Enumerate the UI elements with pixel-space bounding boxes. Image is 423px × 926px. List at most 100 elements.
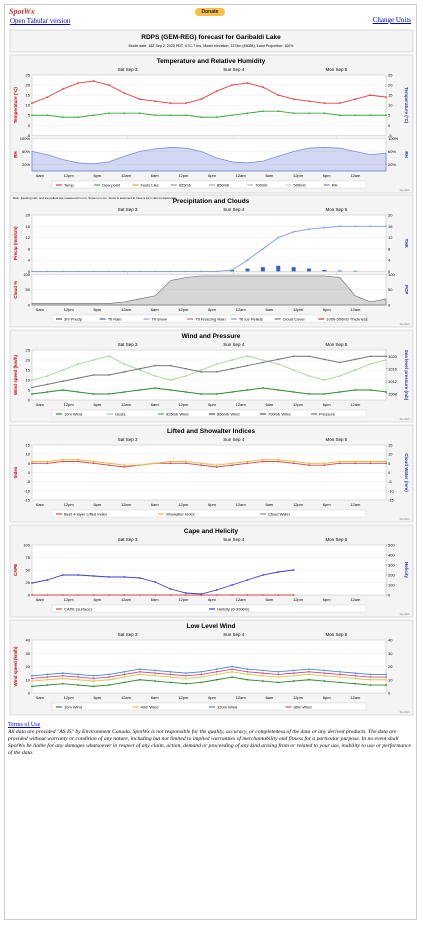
point (138, 369, 141, 371)
point (31, 582, 33, 584)
legend-label: 80m Wind (294, 705, 312, 710)
point (385, 359, 387, 361)
y-tick-label: 50 (26, 568, 31, 573)
point (354, 682, 357, 685)
point (31, 379, 33, 381)
legend-label: Dew point (102, 183, 121, 188)
day-label: Sat Sep 3 (118, 632, 138, 637)
y2-tick-label: 1008 (388, 391, 398, 396)
logo[interactable]: SpotWx (9, 7, 35, 16)
line (31, 668, 386, 679)
bar (245, 268, 250, 272)
y2-tick-label: 20 (388, 213, 393, 218)
y-axis-label: Precip (mm/cm) (13, 226, 18, 260)
point (385, 673, 387, 676)
x-tick-label: 12am (121, 173, 132, 178)
x-tick-label: 6am (36, 502, 44, 507)
point (385, 676, 387, 678)
x-tick-label: 6pm (323, 173, 331, 178)
point (308, 462, 310, 465)
point (215, 90, 218, 92)
x-tick-label: 6am (265, 173, 273, 178)
y2-axis-label: RH (404, 151, 409, 158)
point (123, 466, 126, 468)
y2-tick-label: 0 (388, 269, 391, 274)
legend-label: Pressure (319, 412, 336, 417)
y2-tick-label: 16 (388, 224, 393, 229)
bar (307, 268, 312, 272)
point (385, 355, 387, 358)
tabular-link[interactable]: Open Tabular version (10, 17, 71, 25)
point (154, 680, 157, 682)
point (246, 259, 249, 262)
y-axis-label: Temperature (°C) (13, 87, 18, 124)
legend-label: Ttl Freezing Rain (195, 317, 225, 322)
chart-title: Low Level Wind (186, 623, 235, 630)
point (369, 389, 372, 391)
point (123, 673, 126, 676)
point (92, 677, 95, 680)
point (31, 685, 33, 688)
y2-tick-label: 1020 (388, 354, 398, 359)
y-tick-label: 16 (26, 224, 31, 229)
x-tick-label: 6am (36, 695, 44, 700)
point (108, 374, 110, 376)
credit: SpotWx (399, 612, 410, 616)
point (46, 96, 49, 99)
point (92, 680, 95, 682)
donate-button[interactable]: Donate (195, 8, 225, 16)
charts: RDPS (GEM-REG) forecast for Garibaldi La… (9, 29, 414, 716)
point (92, 462, 95, 465)
x-tick-label: 12pm (64, 402, 75, 407)
point (246, 82, 249, 84)
point (46, 375, 49, 377)
point (369, 462, 372, 465)
point (185, 367, 187, 370)
legend-label: Helicity (0-3000m) (217, 607, 250, 612)
point (338, 462, 341, 465)
point (231, 670, 233, 673)
y-tick-label: 20 (26, 83, 31, 88)
point (261, 672, 264, 675)
point (292, 460, 295, 463)
bar (337, 270, 342, 272)
y-tick-label: 25 (26, 73, 31, 78)
point (154, 669, 157, 672)
terms-link[interactable]: Terms of Use (8, 722, 41, 728)
point (369, 363, 372, 365)
y-tick-label: 60% (22, 149, 30, 154)
point (338, 375, 341, 377)
point (200, 270, 203, 273)
units-link[interactable]: Change Units (372, 16, 411, 24)
y2-tick-label: 40 (388, 638, 393, 643)
point (277, 594, 280, 596)
point (92, 80, 95, 82)
point (292, 569, 295, 571)
point (31, 393, 33, 395)
y2-tick-label: 300 (388, 563, 395, 568)
y2-tick-label: -5 (388, 133, 392, 138)
point (169, 379, 172, 381)
y2-tick-label: 1012 (388, 379, 398, 384)
point (123, 270, 126, 273)
y2-tick-label: 5 (388, 461, 391, 466)
y-tick-label: 8 (28, 246, 31, 251)
x-tick-label: 12pm (64, 502, 75, 507)
terms-text: All data are provided "AS IS" by Environ… (8, 729, 411, 756)
point (354, 98, 357, 101)
point (354, 462, 357, 465)
x-tick-label: 12pm (293, 502, 304, 507)
point (215, 393, 218, 395)
y-tick-label: 50 (26, 287, 31, 292)
point (77, 460, 80, 463)
point (61, 682, 64, 685)
legend-box (51, 314, 367, 323)
x-tick-label: 12pm (178, 502, 189, 507)
point (92, 460, 95, 463)
y-tick-label: -5 (26, 479, 30, 484)
y2-tick-label: 0 (388, 470, 391, 475)
legend-label: CAPE (surface) (64, 607, 92, 612)
y-axis-label: Index (13, 466, 18, 478)
point (338, 225, 341, 228)
point (261, 86, 264, 88)
